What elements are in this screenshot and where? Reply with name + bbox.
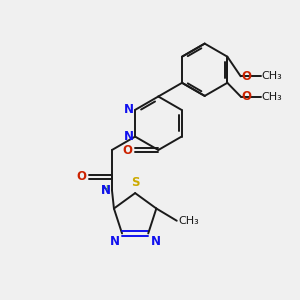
Text: N: N	[124, 103, 134, 116]
Text: N: N	[101, 184, 111, 196]
Text: N: N	[124, 130, 134, 143]
Text: N: N	[110, 235, 120, 248]
Text: H: H	[100, 185, 108, 195]
Text: O: O	[242, 70, 252, 83]
Text: CH₃: CH₃	[178, 216, 199, 226]
Text: N: N	[151, 235, 160, 248]
Text: O: O	[242, 90, 252, 103]
Text: CH₃: CH₃	[262, 92, 283, 101]
Text: S: S	[131, 176, 140, 189]
Text: CH₃: CH₃	[262, 71, 283, 81]
Text: O: O	[123, 143, 133, 157]
Text: O: O	[76, 170, 86, 183]
